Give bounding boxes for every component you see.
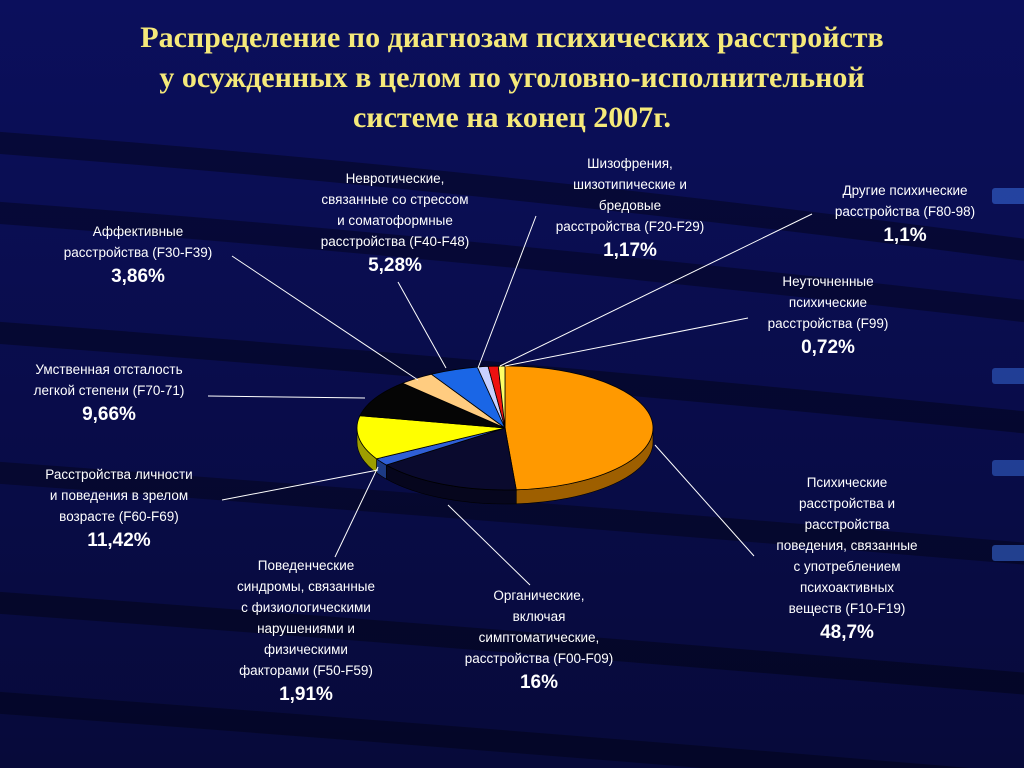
title-line-3: системе на конец 2007г. [352, 101, 672, 134]
label-line: и соматоформные [337, 213, 453, 228]
leader-line-f40 [397, 281, 447, 369]
leader-line-f99 [504, 317, 749, 367]
label-line: Умственная отсталость [35, 362, 183, 377]
label-line: расстройства (F00-F09) [464, 651, 614, 666]
label-line: расстройства (F99) [767, 316, 889, 331]
leader-line-f70 [207, 395, 366, 399]
label-line: с употреблением [793, 559, 901, 574]
label-f99: Неуточненные психические расстройства (F99… [748, 271, 908, 362]
label-line: Органические, [493, 588, 585, 603]
label-line: связанные со стрессом [321, 192, 469, 207]
label-line: и поведения в зрелом [49, 488, 189, 503]
pie-slice-f70 [359, 382, 506, 429]
label-f00: Органические, включая симптоматические, рас… [444, 585, 634, 697]
label-f10: Психические расстройства и расстройства пов… [752, 472, 942, 647]
leader-line-f80 [499, 213, 813, 367]
label-line: шизотипические и [573, 177, 687, 192]
label-line: расстройства [804, 517, 890, 532]
label-line: физическими [264, 642, 348, 657]
label-f30: Аффективные расстройства (F30-F39) 3,86% [40, 221, 236, 291]
label-line: расстройства и [798, 496, 895, 511]
label-line: психические [788, 295, 868, 310]
label-line: бредовые [598, 198, 662, 213]
label-line: включая [512, 609, 566, 624]
data-label-f70: 9,66% [82, 404, 136, 425]
data-label-f10: 48,7% [820, 622, 874, 643]
pie-slice-f60 [356, 415, 506, 460]
label-line: Невротические, [345, 171, 445, 186]
pie-slice-f00 [385, 427, 517, 491]
label-line: расстройства (F40-F48) [320, 234, 470, 249]
data-label-f50: 1,91% [279, 684, 333, 705]
label-f20: Шизофрения, шизотипические и бредовые расст… [535, 153, 725, 265]
label-line: расстройства (F30-F39) [63, 245, 213, 260]
pie-slice-f10 [504, 365, 654, 491]
label-line: нарушениями и [257, 621, 355, 636]
label-f70: Умственная отсталость легкой степени (F70… [6, 359, 212, 429]
label-line: Психические [806, 475, 888, 490]
pie-slice-f99 [497, 365, 506, 429]
label-line: симптоматические, [478, 630, 600, 645]
label-line: веществ (F10-F19) [788, 601, 906, 616]
leader-line-f00 [447, 504, 531, 586]
leader-line-f10 [654, 444, 755, 557]
label-line: расстройства (F20-F29) [555, 219, 705, 234]
title-line-1: Распределение по диагнозам психических р… [140, 21, 884, 54]
label-line: поведения, связанные [776, 538, 918, 553]
data-label-f40: 5,28% [368, 255, 422, 276]
label-line: Поведенческие [257, 558, 355, 573]
label-line: Другие психические [842, 183, 968, 198]
label-line: с физиологическими [241, 600, 371, 615]
data-label-f20: 1,17% [603, 240, 657, 261]
leader-line-f60 [221, 469, 379, 501]
pie-slices [356, 365, 654, 491]
leader-line-f20 [477, 215, 537, 369]
data-label-f00: 16% [519, 672, 559, 693]
leader-line-f30 [231, 255, 419, 381]
label-line: синдромы, связанные [236, 579, 376, 594]
label-f80: Другие психические расстройства (F80-98) 1… [812, 180, 998, 250]
label-line: легкой степени (F70-71) [33, 383, 185, 398]
data-label-f80: 1,1% [883, 225, 927, 246]
label-line: возрасте (F60-F69) [59, 509, 179, 524]
label-line: расстройства (F80-98) [834, 204, 976, 219]
label-f40: Невротические, связанные со стрессом и сом… [290, 168, 500, 280]
label-line: факторами (F50-F59) [239, 663, 373, 678]
data-label-f60: 11,42% [87, 530, 151, 551]
label-line: Шизофрения, [587, 156, 673, 171]
label-f50: Поведенческие синдромы, связанные с физиол… [212, 555, 400, 709]
slide-title: Распределение по диагнозам психических р… [40, 18, 984, 138]
leader-line-f50 [334, 466, 379, 558]
label-line: Расстройства личности [45, 467, 193, 482]
title-line-2: у осужденных в целом по уголовно-исполни… [159, 61, 865, 94]
leader-lines [207, 213, 813, 586]
data-label-f30: 3,86% [111, 266, 165, 287]
label-f60: Расстройства личности и поведения в зрело… [16, 464, 222, 555]
label-line: психоактивных [799, 580, 895, 595]
data-label-f99: 0,72% [801, 337, 855, 358]
label-line: Аффективные [92, 224, 184, 239]
label-line: Неуточненные [782, 274, 874, 289]
